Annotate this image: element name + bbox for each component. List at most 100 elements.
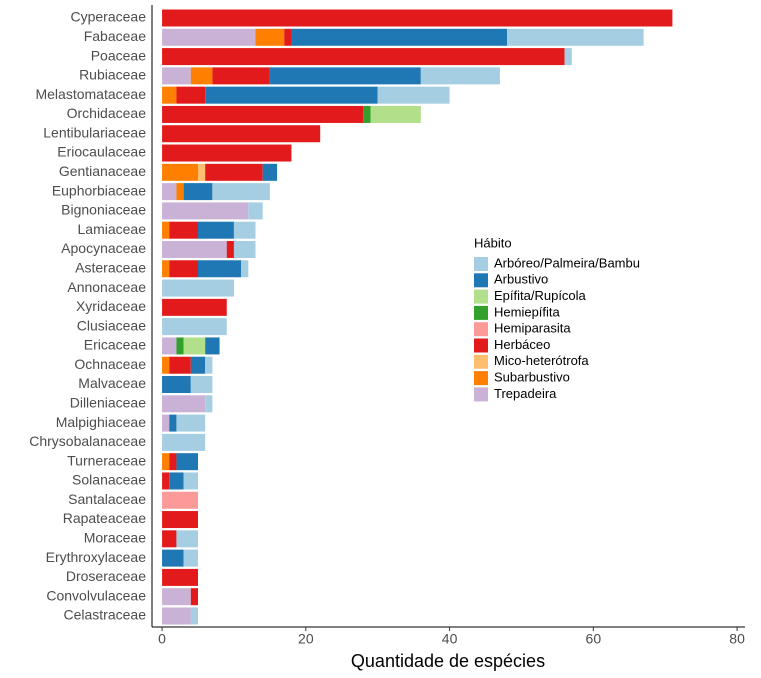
y-tick-label: Ericaceae xyxy=(84,337,146,353)
y-tick-label: Euphorbiaceae xyxy=(52,182,146,198)
legend-key xyxy=(474,305,488,320)
y-tick-label: Annonaceae xyxy=(67,279,146,295)
bar-segment xyxy=(162,298,227,316)
y-tick-label: Cyperaceae xyxy=(71,9,147,25)
bar-segment xyxy=(162,395,206,413)
bar-segment xyxy=(176,86,206,104)
bar-segment xyxy=(162,414,170,432)
y-tick-label: Fabaceae xyxy=(84,28,146,44)
y-tick-label: Chrysobalanaceae xyxy=(29,433,146,449)
legend-key xyxy=(474,354,488,369)
bar-segment xyxy=(162,279,234,297)
bar-segment xyxy=(241,260,249,278)
bar-segment xyxy=(162,144,292,162)
x-axis-title: Quantidade de espécies xyxy=(351,651,545,671)
bar-segment xyxy=(370,105,421,123)
y-tick-label: Santalaceae xyxy=(68,491,146,507)
y-tick-label: Erythroxylaceae xyxy=(46,549,147,565)
bar-segment xyxy=(162,337,177,355)
y-tick-label: Solanaceae xyxy=(72,472,146,488)
y-tick-label: Lamiaceae xyxy=(78,221,147,237)
legend-key xyxy=(474,322,488,337)
bar-segment xyxy=(377,86,450,104)
y-tick-label: Asteraceae xyxy=(75,259,146,275)
y-tick-label: Malvaceae xyxy=(78,375,146,391)
y-tick-label: Eriocaulaceae xyxy=(57,144,146,160)
bar-segment xyxy=(291,28,508,46)
bar-segment xyxy=(255,28,285,46)
bar-segment xyxy=(162,105,364,123)
bar-segment xyxy=(248,202,263,220)
legend-key xyxy=(474,257,488,271)
bar-segment xyxy=(198,163,206,181)
legend-key xyxy=(474,273,488,288)
bar-segment xyxy=(190,356,206,374)
bar-segment xyxy=(226,240,234,258)
legend-label: Arbóreo/Palmeira/Bambu xyxy=(494,255,640,270)
legend-label: Hemiepífita xyxy=(494,304,561,319)
legend-label: Subarbustivo xyxy=(494,370,570,385)
bar-segment xyxy=(420,67,500,85)
bar-segment xyxy=(205,337,220,355)
bar-segment xyxy=(183,472,199,490)
bar-segment xyxy=(190,67,213,85)
y-tick-label: Apocynaceae xyxy=(61,240,146,256)
bar-segment xyxy=(363,105,371,123)
y-tick-label: Turneraceae xyxy=(67,452,146,468)
bar-segment xyxy=(176,183,184,201)
bar-segment xyxy=(162,240,227,258)
bar-segment xyxy=(162,183,177,201)
legend-key xyxy=(474,289,488,304)
bar-segment xyxy=(176,414,206,432)
legend-key xyxy=(474,387,488,402)
legend-label: Mico-heterótrofa xyxy=(494,353,589,368)
bar-segment xyxy=(162,86,177,104)
y-tick-label: Bignoniaceae xyxy=(61,202,146,218)
legend-label: Hemiparasita xyxy=(494,321,571,336)
x-tick-label: 20 xyxy=(298,631,314,647)
bar-segment xyxy=(205,86,378,104)
y-tick-label: Ochnaceae xyxy=(74,356,146,372)
bar-segment xyxy=(169,221,199,239)
x-tick-label: 40 xyxy=(442,631,458,647)
bar-segment xyxy=(183,337,206,355)
bar-segment xyxy=(262,163,278,181)
bar-segment xyxy=(162,125,321,143)
bar-segment xyxy=(169,472,184,490)
bar-segment xyxy=(169,260,199,278)
bar-segment xyxy=(507,28,644,46)
legend-label: Herbáceo xyxy=(494,337,550,352)
y-tick-label: Melastomataceae xyxy=(35,86,146,102)
x-tick-label: 60 xyxy=(586,631,602,647)
legend-label: Trepadeira xyxy=(494,386,557,401)
bar-segment xyxy=(198,221,234,239)
y-tick-label: Dilleniaceae xyxy=(70,395,146,411)
bar-segment xyxy=(162,202,249,220)
bar-segment xyxy=(162,48,565,66)
bar-segment xyxy=(190,588,199,606)
bar-segment xyxy=(162,433,206,451)
bar-segment xyxy=(284,28,292,46)
bar-segment xyxy=(233,221,256,239)
bar-segment xyxy=(162,221,170,239)
bar-segment xyxy=(162,356,170,374)
bar-segment xyxy=(162,9,673,27)
bar-segment xyxy=(162,318,227,336)
bar-segment xyxy=(162,67,191,85)
bar-segment xyxy=(233,240,256,258)
bar-segment xyxy=(269,67,421,85)
legend-label: Epífita/Rupícola xyxy=(494,288,587,303)
bar-segment xyxy=(162,588,191,606)
bar-segment xyxy=(162,28,256,46)
bar-segment xyxy=(183,183,213,201)
y-tick-label: Poaceae xyxy=(91,47,146,63)
y-tick-label: Lentibulariaceae xyxy=(43,124,146,140)
bar-segment xyxy=(162,260,170,278)
bar-segment xyxy=(162,376,191,394)
bar-segment xyxy=(162,549,184,567)
bar-segment xyxy=(162,453,170,471)
bar-segment xyxy=(183,549,199,567)
bar-segment xyxy=(212,67,270,85)
bar-segment xyxy=(162,511,199,529)
